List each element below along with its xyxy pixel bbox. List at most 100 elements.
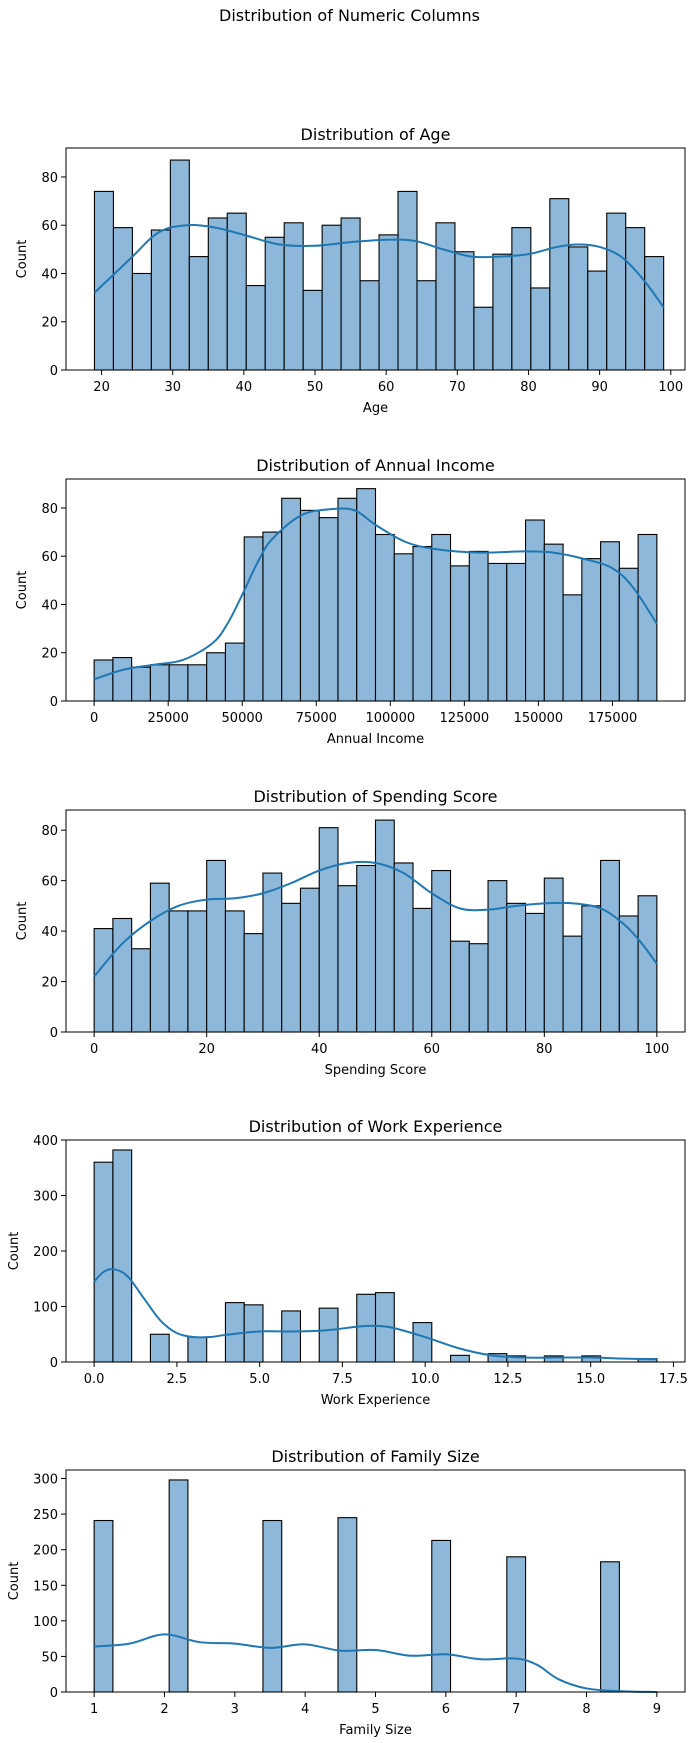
histogram-bar <box>207 217 228 371</box>
y-tick-label: 0 <box>50 1026 58 1041</box>
histogram-bar <box>187 910 208 1033</box>
x-tick-label: 10.0 <box>411 1372 440 1387</box>
x-tick-label: 1 <box>90 1702 98 1717</box>
histogram-bars <box>93 159 665 371</box>
histogram-bar <box>506 562 527 702</box>
histogram-bar <box>543 543 564 702</box>
subplot-title: Distribution of Age <box>301 125 451 144</box>
figure-title: Distribution of Numeric Columns <box>219 6 480 25</box>
histogram-bar <box>356 1293 377 1363</box>
histogram-bar <box>281 497 302 702</box>
histogram-bar <box>644 256 665 371</box>
plot-frame <box>65 478 686 702</box>
histogram-bar <box>492 253 513 371</box>
y-tick-label: 60 <box>41 550 58 565</box>
y-tick-label: 0 <box>50 1356 58 1371</box>
subplot-title: Distribution of Work Experience <box>249 1117 503 1136</box>
histogram-bar <box>356 488 377 702</box>
y-tick-label: 20 <box>41 976 58 991</box>
histogram-bar <box>487 880 508 1033</box>
y-axis-label: Count <box>7 1562 22 1601</box>
x-tick-label: 60 <box>423 1042 440 1057</box>
histogram-bar <box>262 531 283 702</box>
x-axis-label: Age <box>363 401 388 416</box>
y-tick-label: 80 <box>41 824 58 839</box>
histogram-bar <box>131 948 151 1033</box>
histogram-bar <box>112 227 133 371</box>
x-tick-label: 175000 <box>588 711 638 726</box>
histogram-bar <box>562 594 583 702</box>
histogram-bar <box>511 227 532 371</box>
histogram-bar <box>337 1517 358 1693</box>
y-tick-label: 250 <box>33 1508 58 1523</box>
histogram-bar <box>530 287 551 371</box>
histogram-bar <box>318 827 339 1033</box>
x-tick-label: 50 <box>307 380 324 395</box>
y-tick-label: 400 <box>33 1134 58 1149</box>
histogram-bar <box>397 190 418 371</box>
histogram-bar <box>568 246 589 371</box>
histogram-bar <box>224 642 245 702</box>
histogram-bar <box>637 895 658 1033</box>
subplot-title: Distribution of Annual Income <box>256 456 495 475</box>
x-tick-label: 75000 <box>296 711 337 726</box>
y-tick-label: 40 <box>41 267 58 282</box>
y-tick-label: 80 <box>41 502 58 517</box>
y-tick-label: 100 <box>33 1301 58 1316</box>
histogram-bar <box>112 1149 133 1363</box>
x-tick-label: 4 <box>301 1702 309 1717</box>
x-tick-label: 15.0 <box>576 1372 605 1387</box>
histogram-bar <box>468 943 489 1033</box>
x-axis-label: Annual Income <box>327 732 424 747</box>
x-tick-label: 17.5 <box>659 1372 688 1387</box>
subplot-5: 1 2 3 4 5 6 7 8 9 0 50 100 150 200 250 300 Distribution … <box>7 1447 686 1738</box>
y-tick-label: 40 <box>41 598 58 613</box>
histogram-bar <box>93 659 114 702</box>
histogram-bar <box>600 1561 620 1693</box>
histogram-bar <box>321 224 342 371</box>
histogram-bar <box>359 280 380 371</box>
histogram-bar <box>149 882 170 1033</box>
y-axis-label: Count <box>15 571 30 610</box>
subplot-3: 0 20 40 60 80 100 0 20 40 60 80 Distribution of Spe… <box>15 787 686 1078</box>
histogram-bar <box>93 928 114 1033</box>
histogram-bar <box>281 1310 302 1363</box>
y-tick-label: 200 <box>33 1544 58 1559</box>
x-tick-label: 2 <box>160 1702 168 1717</box>
subplot-4: 0.0 2.5 5.0 7.5 10.0 12.5 15.0 17.5 0 100 200 300 40… <box>7 1117 688 1408</box>
y-tick-label: 100 <box>33 1615 58 1630</box>
histogram-bar <box>412 546 433 702</box>
y-tick-label: 20 <box>41 647 58 662</box>
histogram-bar <box>449 940 470 1033</box>
histogram-bar <box>543 877 564 1033</box>
y-tick-label: 60 <box>41 219 58 234</box>
subplot-2: 0 25000 50000 75000 100000 125000 150000 175000… <box>15 456 686 747</box>
histogram-bar <box>149 1333 170 1363</box>
histogram-bar <box>112 917 133 1033</box>
histogram-bar <box>281 902 302 1033</box>
histogram-bar <box>188 256 209 371</box>
histogram-bar <box>581 558 602 702</box>
x-tick-label: 0 <box>90 711 98 726</box>
histogram-bar <box>600 541 620 702</box>
histogram-bar <box>299 887 320 1033</box>
histogram-bar <box>262 872 283 1033</box>
y-axis-label: Count <box>15 902 30 941</box>
kde-curve <box>94 1633 657 1693</box>
histogram-bar <box>393 862 414 1033</box>
histogram-bar <box>618 915 639 1033</box>
y-tick-label: 150 <box>33 1579 58 1594</box>
kde-curve <box>93 1268 657 1361</box>
histogram-bar <box>374 533 395 702</box>
x-tick-label: 5.0 <box>249 1372 270 1387</box>
histogram-bar <box>606 212 627 371</box>
x-tick-label: 125000 <box>440 711 490 726</box>
histogram-bar <box>302 289 323 371</box>
histogram-bar <box>600 859 620 1033</box>
histogram-bar <box>93 1519 114 1693</box>
x-tick-label: 80 <box>520 380 537 395</box>
histogram-bars <box>93 1149 658 1363</box>
x-tick-label: 7 <box>512 1702 520 1717</box>
histogram-bar <box>168 1479 189 1693</box>
